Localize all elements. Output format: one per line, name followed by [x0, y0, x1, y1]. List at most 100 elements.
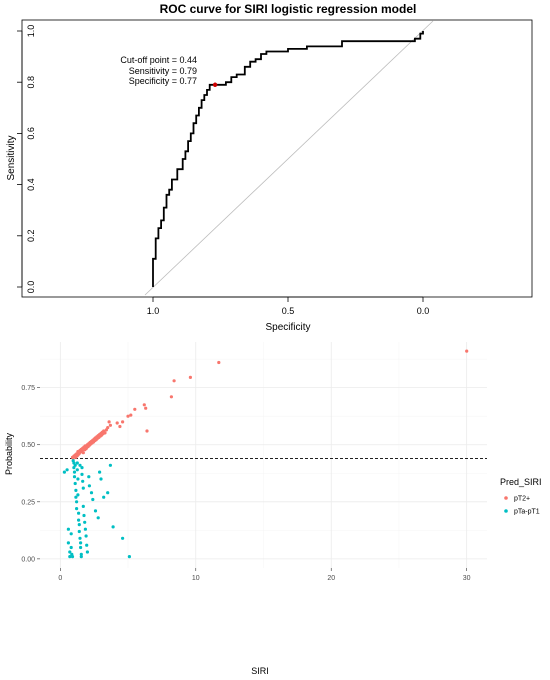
point-pt2-plus — [142, 403, 146, 407]
roc-y-tick-label: 0.6 — [26, 127, 36, 140]
point-pta-pt1 — [79, 555, 83, 559]
roc-x-axis: 1.0 0.5 0.0 — [147, 296, 430, 316]
roc-annotation-specificity: Specificity = 0.77 — [129, 76, 197, 86]
scatter-y-axis-label: Probability — [4, 432, 14, 475]
roc-y-axis-label: Sensitivity — [6, 135, 17, 180]
point-pta-pt1 — [69, 545, 73, 550]
point-pta-pt1 — [75, 461, 79, 465]
point-pta-pt1 — [127, 555, 131, 559]
point-pt2-plus — [115, 421, 119, 425]
point-pta-pt1 — [85, 543, 89, 547]
scatter-x-tick-label: 10 — [192, 575, 200, 582]
point-pta-pt1 — [78, 463, 82, 467]
roc-reference-line — [144, 20, 434, 296]
point-pt2-plus — [217, 360, 221, 365]
point-pta-pt1 — [83, 527, 87, 531]
point-pt2-plus — [108, 423, 112, 427]
point-pta-pt1 — [102, 495, 106, 499]
point-pta-pt1 — [83, 520, 87, 524]
roc-chart: ROC curve for SIRI logistic regression m… — [6, 2, 533, 332]
point-pta-pt1 — [80, 472, 84, 476]
point-pta-pt1 — [85, 550, 89, 554]
point-pt2-plus — [169, 395, 173, 399]
legend-label: pT2+ — [514, 496, 530, 503]
point-pt2-plus — [106, 426, 110, 430]
scatter-x-tick-label: 20 — [327, 575, 335, 582]
scatter-y-tick-label: 0.50 — [21, 442, 35, 449]
point-pta-pt1 — [82, 513, 86, 518]
scatter-x-axis: 0 10 20 30 — [58, 568, 471, 582]
point-pt2-plus — [126, 414, 130, 418]
probability-scatter-chart: 0.00 0.25 0.50 0.75 0 10 20 30 SIRI Probabilit… — [4, 342, 542, 676]
roc-y-tick-label: 0.8 — [26, 76, 36, 89]
point-pta-pt1 — [65, 468, 69, 472]
point-pta-pt1 — [111, 525, 115, 529]
point-pta-pt1 — [96, 516, 100, 520]
point-pta-pt1 — [74, 488, 78, 492]
point-pta-pt1 — [81, 486, 85, 490]
point-pta-pt1 — [91, 497, 95, 502]
point-pta-pt1 — [106, 491, 110, 495]
point-pt2-plus — [121, 420, 125, 424]
roc-annotation-sensitivity: Sensitivity = 0.79 — [129, 66, 197, 76]
point-pta-pt1 — [75, 507, 79, 511]
point-pta-pt1 — [66, 541, 70, 545]
point-pt2-plus — [103, 431, 107, 435]
point-pt2-plus — [465, 349, 469, 353]
point-pta-pt1 — [66, 527, 70, 531]
roc-y-tick-label: 0.0 — [26, 281, 36, 294]
point-pt2-plus — [188, 375, 192, 379]
point-pta-pt1 — [69, 532, 73, 536]
point-pta-pt1 — [93, 509, 98, 513]
point-pta-pt1 — [74, 495, 78, 499]
scatter-legend: Pred_SIRI pT2+ pTa-pT1 — [500, 477, 542, 516]
point-pta-pt1 — [76, 477, 80, 481]
point-pta-pt1 — [81, 479, 85, 483]
roc-x-tick-label: 0.5 — [282, 306, 295, 316]
scatter-y-axis: 0.00 0.25 0.50 0.75 — [21, 385, 40, 563]
point-pt2-plus — [144, 406, 148, 410]
point-pt2-plus — [129, 413, 133, 417]
point-pt2-plus — [172, 379, 176, 383]
point-pta-pt1 — [77, 529, 81, 534]
roc-chart-title: ROC curve for SIRI logistic regression m… — [160, 2, 417, 16]
point-pta-pt1 — [77, 523, 81, 527]
point-pta-pt1 — [99, 477, 103, 481]
roc-y-tick-label: 0.2 — [26, 230, 36, 243]
point-pta-pt1 — [68, 555, 72, 559]
point-pt2-plus — [118, 424, 122, 429]
point-pta-pt1 — [68, 550, 72, 554]
roc-curve-line — [152, 31, 424, 287]
roc-x-tick-label: 0.0 — [417, 306, 430, 316]
point-pta-pt1 — [72, 470, 77, 474]
point-pta-pt1 — [84, 534, 88, 538]
scatter-x-tick-label: 30 — [463, 575, 471, 582]
roc-cutoff-point — [212, 82, 218, 87]
point-pta-pt1 — [70, 555, 75, 559]
point-pta-pt1 — [77, 518, 81, 522]
legend-key — [504, 509, 508, 513]
scatter-x-tick-label: 0 — [58, 575, 62, 582]
point-pta-pt1 — [87, 484, 91, 488]
roc-y-tick-label: 0.4 — [26, 178, 36, 191]
scatter-x-axis-label: SIRI — [251, 666, 269, 676]
scatter-grid — [40, 342, 487, 568]
point-pta-pt1 — [79, 552, 83, 556]
legend-key — [504, 496, 508, 500]
legend-label: pTa-pT1 — [514, 509, 540, 516]
point-pta-pt1 — [75, 468, 79, 472]
point-pta-pt1 — [78, 536, 82, 540]
point-pta-pt1 — [108, 463, 112, 467]
point-pta-pt1 — [87, 475, 91, 479]
point-pt2-plus — [81, 451, 85, 455]
scatter-points — [62, 349, 469, 559]
point-pt2-plus — [133, 407, 137, 411]
point-pta-pt1 — [121, 536, 125, 540]
point-pt2-plus — [107, 420, 111, 424]
point-pta-pt1 — [73, 463, 77, 467]
roc-x-axis-label: Specificity — [265, 322, 310, 332]
scatter-y-tick-label: 0.00 — [21, 556, 35, 563]
roc-x-tick-label: 1.0 — [147, 306, 160, 316]
point-pta-pt1 — [73, 481, 77, 486]
roc-y-tick-label: 1.0 — [26, 25, 36, 38]
